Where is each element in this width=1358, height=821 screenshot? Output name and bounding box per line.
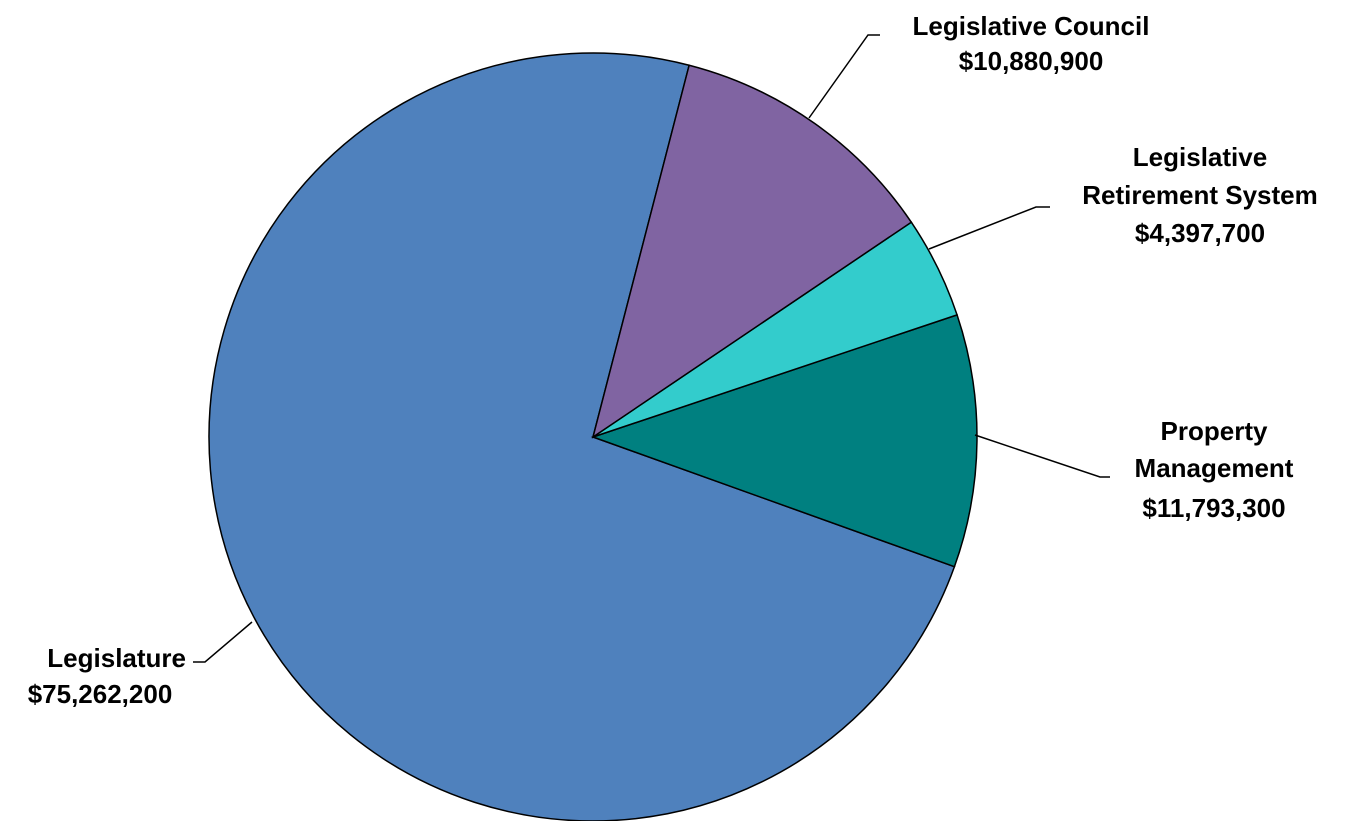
leader-line-legislature	[193, 621, 253, 663]
pie-slice-property-management	[591, 64, 913, 439]
label-legislative-council-name: Legislative Council	[913, 11, 1150, 41]
leader-line-property-management	[974, 434, 1110, 478]
pie-slice-legislative-council	[590, 313, 978, 568]
pie-slice-legislature	[208, 52, 956, 821]
label-legislative-retirement-name-line2: Retirement System	[1082, 180, 1318, 210]
label-legislature-value: $75,262,200	[28, 679, 173, 709]
label-legislative-retirement-value: $4,397,700	[1135, 218, 1265, 248]
leader-line-legislative-council	[808, 34, 880, 119]
label-property-management-value: $11,793,300	[1142, 493, 1285, 523]
pie-slices	[208, 52, 978, 821]
label-legislative-retirement-name-line1: Legislative	[1133, 142, 1267, 172]
leader-line-legislative-retirement-system	[928, 206, 1050, 250]
label-property-management-name-line2: Management	[1135, 453, 1294, 483]
label-legislature-name: Legislature	[47, 643, 186, 673]
label-property-management-name-line1: Property	[1161, 416, 1268, 446]
label-legislative-council-value: $10,880,900	[959, 46, 1104, 76]
